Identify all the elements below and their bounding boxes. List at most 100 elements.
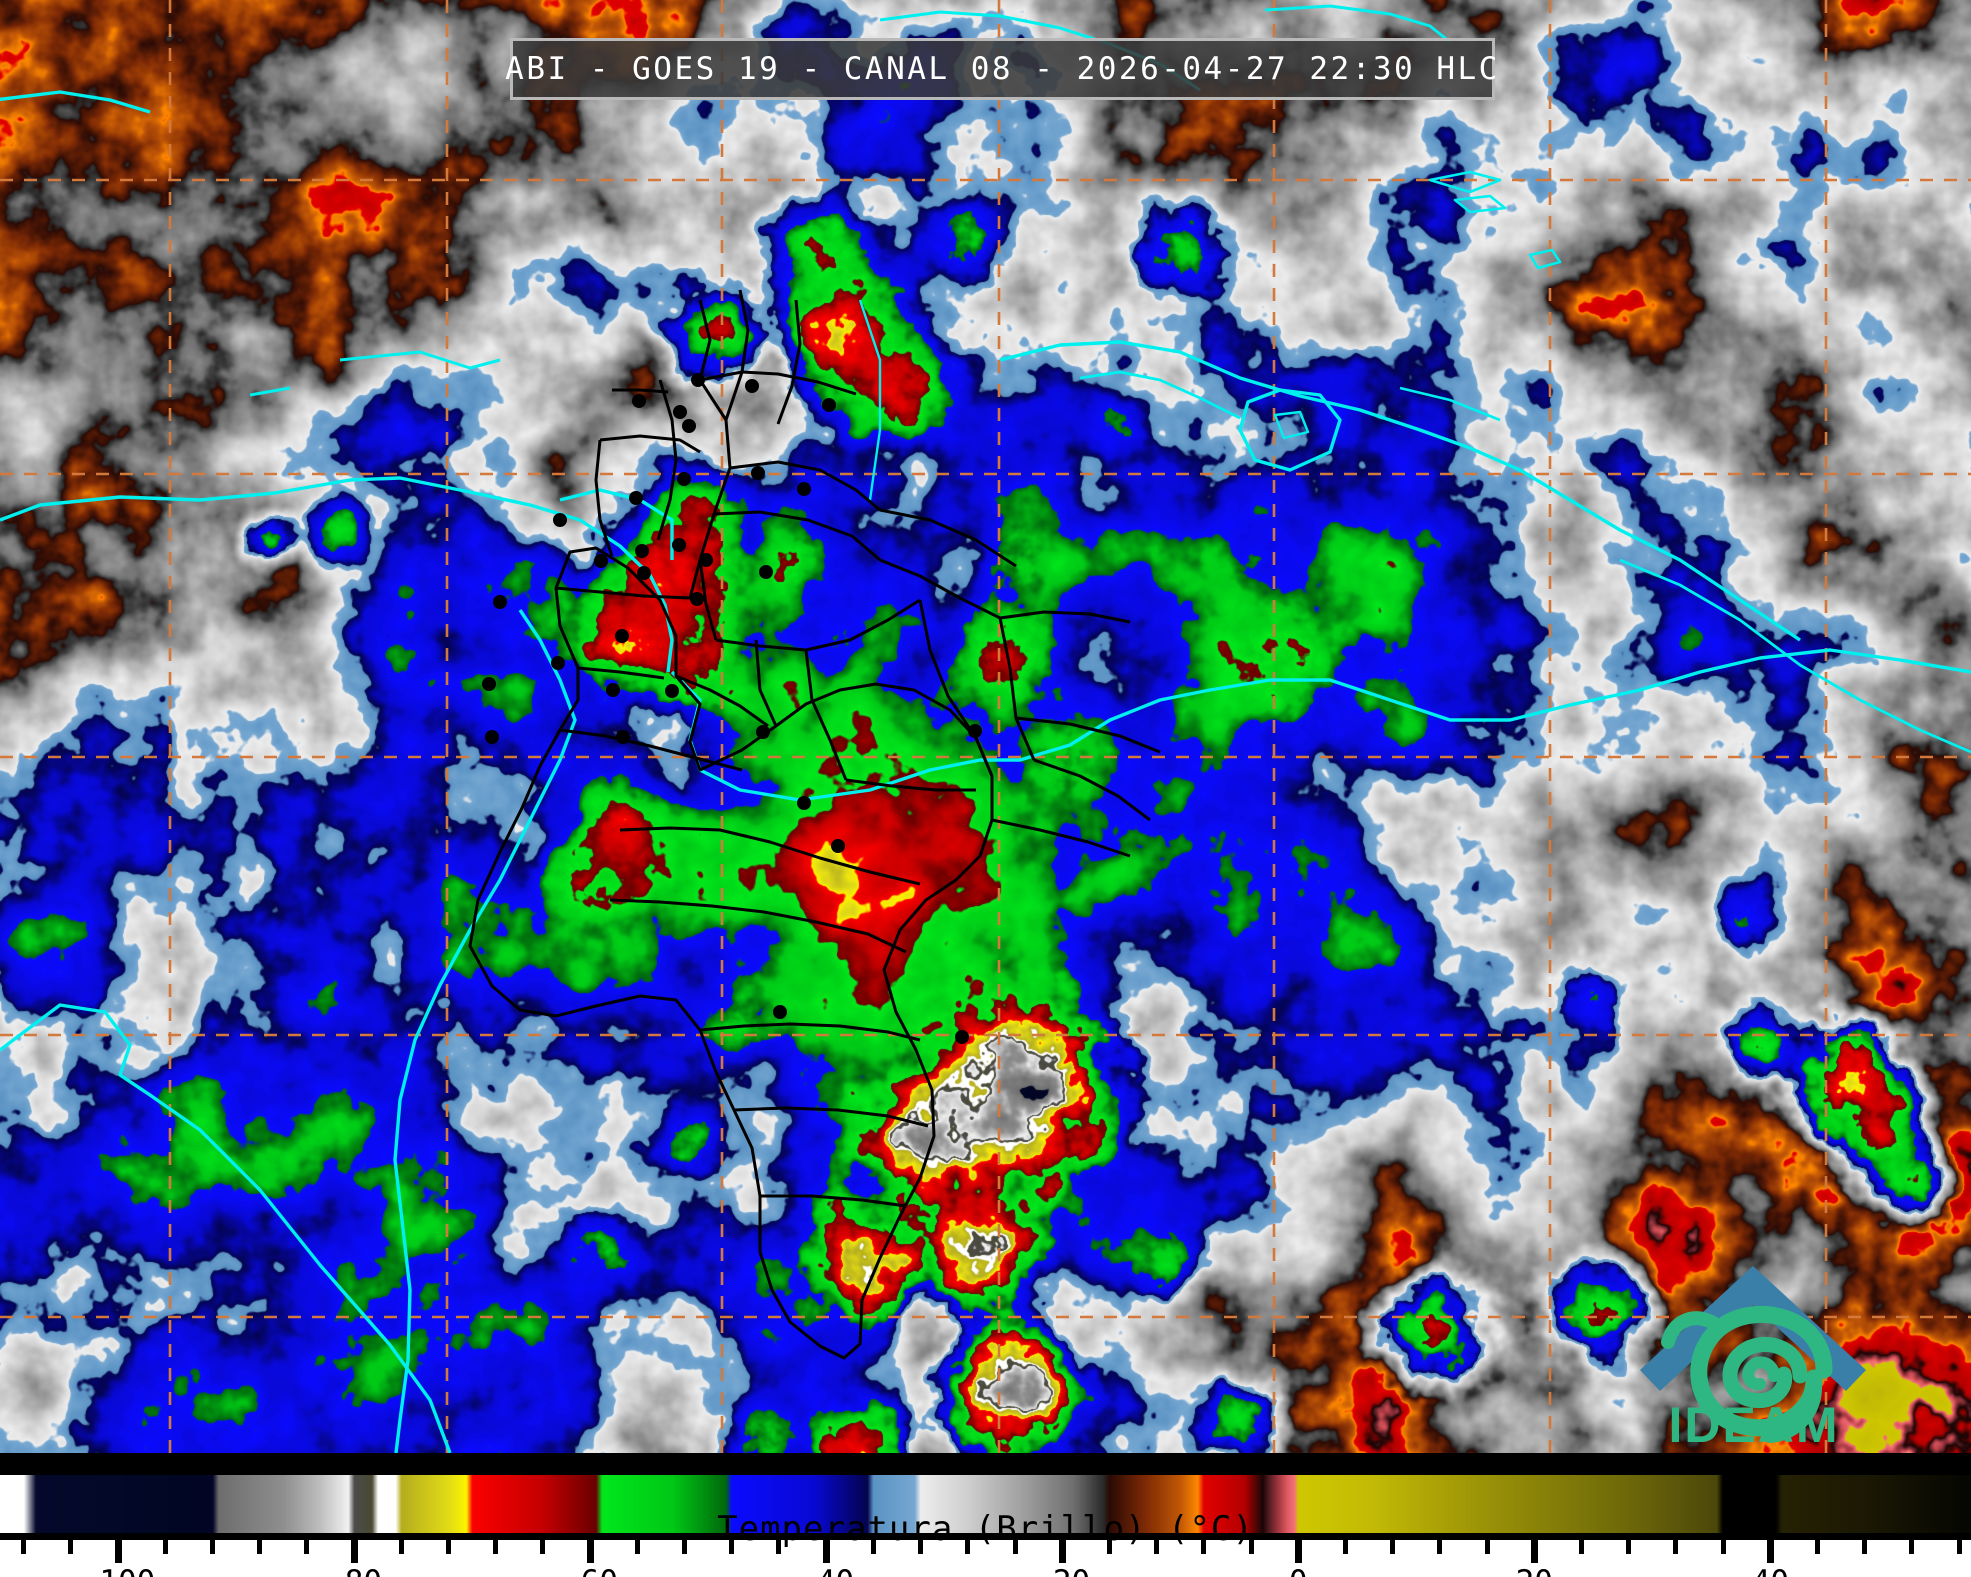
colorbar-major-tick bbox=[1766, 1540, 1774, 1563]
colorbar-minor-tick bbox=[257, 1540, 263, 1554]
colorbar-minor-tick bbox=[1673, 1540, 1679, 1554]
colorbar-minor-tick bbox=[68, 1540, 74, 1554]
city-marker bbox=[635, 544, 649, 558]
city-marker bbox=[751, 466, 765, 480]
colorbar-minor-tick bbox=[1342, 1540, 1348, 1554]
city-marker bbox=[745, 379, 759, 393]
city-marker bbox=[672, 538, 686, 552]
colorbar-minor-tick bbox=[1720, 1540, 1726, 1554]
colorbar-minor-tick bbox=[682, 1540, 688, 1554]
colorbar: Temperatura (Brillo) (°C) -100-80-60-40-… bbox=[0, 1453, 1971, 1577]
colorbar-gradient: Temperatura (Brillo) (°C) bbox=[0, 1475, 1971, 1549]
colorbar-major-tick bbox=[822, 1540, 830, 1563]
city-marker bbox=[632, 394, 646, 408]
colorbar-minor-tick bbox=[1437, 1540, 1443, 1554]
city-marker bbox=[797, 796, 811, 810]
city-marker bbox=[822, 398, 836, 412]
colorbar-major-tick bbox=[1530, 1540, 1538, 1563]
colorbar-tick-label: 0 bbox=[1289, 1564, 1308, 1577]
colorbar-tick-label: 40 bbox=[1752, 1564, 1789, 1577]
ideam-logo-text: IDEAM bbox=[1668, 1397, 1840, 1453]
colorbar-tick-label: -20 bbox=[1034, 1564, 1090, 1577]
colorbar-minor-tick bbox=[1154, 1540, 1160, 1554]
geography-overlay bbox=[0, 0, 1971, 1453]
colorbar-minor-tick bbox=[1956, 1540, 1962, 1554]
colorbar-minor-tick bbox=[304, 1540, 310, 1554]
colorbar-minor-tick bbox=[918, 1540, 924, 1554]
colorbar-axis-line bbox=[0, 1533, 1971, 1540]
city-marker bbox=[682, 419, 696, 433]
city-marker bbox=[616, 730, 630, 744]
colorbar-canvas bbox=[0, 1475, 1971, 1533]
hurricane-spiral-icon bbox=[1661, 1306, 1833, 1443]
colorbar-minor-tick bbox=[162, 1540, 168, 1554]
colorbar-minor-tick bbox=[1012, 1540, 1018, 1554]
page-title: ABI - GOES 19 - CANAL 08 - 2026-04-27 22… bbox=[505, 51, 1500, 87]
colorbar-top-rule bbox=[0, 1453, 1971, 1475]
colorbar-minor-tick bbox=[445, 1540, 451, 1554]
colorbar-minor-tick bbox=[1909, 1540, 1915, 1554]
colorbar-minor-tick bbox=[776, 1540, 782, 1554]
city-marker bbox=[677, 472, 691, 486]
colorbar-minor-tick bbox=[21, 1540, 27, 1554]
city-marker bbox=[615, 629, 629, 643]
city-marker bbox=[551, 656, 565, 670]
colorbar-minor-tick bbox=[870, 1540, 876, 1554]
city-marker bbox=[773, 1005, 787, 1019]
city-marker bbox=[673, 405, 687, 419]
colorbar-minor-tick bbox=[540, 1540, 546, 1554]
city-marker bbox=[637, 566, 651, 580]
cloud-temperature-raster bbox=[0, 0, 1971, 1453]
colorbar-minor-tick bbox=[398, 1540, 404, 1554]
colorbar-minor-tick bbox=[634, 1540, 640, 1554]
grid-lines bbox=[0, 0, 1971, 1453]
colorbar-major-tick bbox=[1294, 1540, 1302, 1563]
colorbar-minor-tick bbox=[1862, 1540, 1868, 1554]
administrative-borders bbox=[468, 289, 1161, 1360]
colorbar-minor-tick bbox=[209, 1540, 215, 1554]
colorbar-tick-label: -60 bbox=[562, 1564, 618, 1577]
coastlines bbox=[0, 4, 1971, 1453]
city-marker bbox=[485, 730, 499, 744]
colorbar-minor-tick bbox=[1579, 1540, 1585, 1554]
roof-icon bbox=[1640, 1266, 1866, 1391]
city-marker bbox=[606, 683, 620, 697]
city-marker bbox=[955, 1030, 969, 1044]
colorbar-major-tick bbox=[586, 1540, 594, 1563]
city-marker bbox=[759, 565, 773, 579]
colorbar-minor-tick bbox=[493, 1540, 499, 1554]
colorbar-minor-tick bbox=[1815, 1540, 1821, 1554]
colorbar-major-tick bbox=[114, 1540, 122, 1563]
colorbar-tick-label: -40 bbox=[798, 1564, 854, 1577]
city-marker bbox=[594, 554, 608, 568]
city-marker bbox=[968, 724, 982, 738]
colorbar-ticks: -100 -80 -60 -40 -20 0 20 40 bbox=[0, 1540, 1971, 1577]
colorbar-tick-label: -100 bbox=[81, 1564, 156, 1577]
city-marker bbox=[493, 595, 507, 609]
colorbar-minor-tick bbox=[1248, 1540, 1254, 1554]
satellite-raster bbox=[0, 0, 1971, 1453]
colorbar-major-tick bbox=[1058, 1540, 1066, 1563]
city-marker bbox=[690, 592, 704, 606]
colorbar-tick-label: 20 bbox=[1516, 1564, 1553, 1577]
colorbar-minor-tick bbox=[1484, 1540, 1490, 1554]
city-marker bbox=[629, 491, 643, 505]
city-markers bbox=[482, 373, 982, 1044]
colorbar-minor-tick bbox=[965, 1540, 971, 1554]
city-marker bbox=[691, 373, 705, 387]
colorbar-minor-tick bbox=[1390, 1540, 1396, 1554]
colorbar-minor-tick bbox=[1626, 1540, 1632, 1554]
city-marker bbox=[482, 677, 496, 691]
colorbar-minor-tick bbox=[729, 1540, 735, 1554]
city-marker bbox=[756, 725, 770, 739]
city-marker bbox=[831, 839, 845, 853]
colorbar-tick-label: -80 bbox=[326, 1564, 382, 1577]
ideam-logo bbox=[1628, 1258, 1878, 1448]
city-marker bbox=[797, 482, 811, 496]
colorbar-minor-tick bbox=[1106, 1540, 1112, 1554]
image-title-plate: ABI - GOES 19 - CANAL 08 - 2026-04-27 22… bbox=[505, 38, 1497, 100]
colorbar-major-tick bbox=[350, 1540, 358, 1563]
city-marker bbox=[553, 513, 567, 527]
city-marker bbox=[699, 553, 713, 567]
